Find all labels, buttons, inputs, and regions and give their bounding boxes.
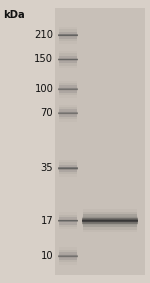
Bar xyxy=(58,217,77,225)
Bar xyxy=(58,255,78,256)
Bar xyxy=(58,109,77,117)
Bar xyxy=(58,219,78,220)
Text: 210: 210 xyxy=(34,30,53,40)
Bar xyxy=(58,256,78,257)
Text: 70: 70 xyxy=(41,108,53,118)
Bar xyxy=(58,83,77,95)
Text: kDa: kDa xyxy=(3,10,25,20)
Bar xyxy=(58,85,77,93)
Bar xyxy=(82,222,138,223)
Bar xyxy=(82,219,138,220)
Bar xyxy=(58,105,77,122)
Bar xyxy=(58,164,77,172)
Text: 35: 35 xyxy=(41,163,53,173)
Bar xyxy=(58,162,77,174)
Bar xyxy=(82,224,138,225)
Bar xyxy=(58,221,78,222)
Text: 150: 150 xyxy=(34,54,53,65)
Bar xyxy=(82,212,137,230)
Bar xyxy=(58,36,78,37)
Bar xyxy=(58,112,78,113)
Text: 10: 10 xyxy=(41,251,53,261)
Bar xyxy=(58,90,78,91)
Bar xyxy=(58,254,78,255)
Bar xyxy=(58,107,77,119)
Bar xyxy=(82,216,138,217)
Bar xyxy=(82,223,138,224)
Bar xyxy=(82,209,137,232)
Bar xyxy=(58,80,77,98)
Bar xyxy=(58,31,77,39)
Bar xyxy=(58,51,77,68)
Text: 17: 17 xyxy=(40,216,53,226)
Bar xyxy=(58,160,77,177)
Bar xyxy=(58,35,78,36)
Bar xyxy=(58,60,78,61)
Bar xyxy=(58,169,78,170)
Bar xyxy=(58,55,77,63)
Bar xyxy=(82,220,138,221)
Bar xyxy=(58,29,77,41)
Bar xyxy=(58,252,77,260)
Bar xyxy=(58,87,78,88)
Bar xyxy=(82,218,138,219)
Bar xyxy=(82,221,138,222)
Bar xyxy=(58,220,78,221)
Bar xyxy=(58,34,78,35)
Bar xyxy=(82,217,138,218)
Bar xyxy=(58,27,77,44)
Bar xyxy=(58,212,77,229)
Bar xyxy=(58,247,77,265)
Bar xyxy=(58,167,78,168)
Bar xyxy=(58,53,77,65)
Bar xyxy=(58,168,78,169)
Text: 100: 100 xyxy=(34,84,53,94)
Bar xyxy=(58,58,78,59)
Bar xyxy=(58,88,78,89)
Bar xyxy=(58,215,77,227)
Bar xyxy=(58,114,78,115)
Bar xyxy=(58,250,77,262)
Bar xyxy=(55,8,145,275)
Bar xyxy=(58,113,78,114)
Bar xyxy=(58,257,78,258)
Bar xyxy=(82,214,137,227)
Bar xyxy=(58,59,78,60)
Bar xyxy=(58,89,78,90)
